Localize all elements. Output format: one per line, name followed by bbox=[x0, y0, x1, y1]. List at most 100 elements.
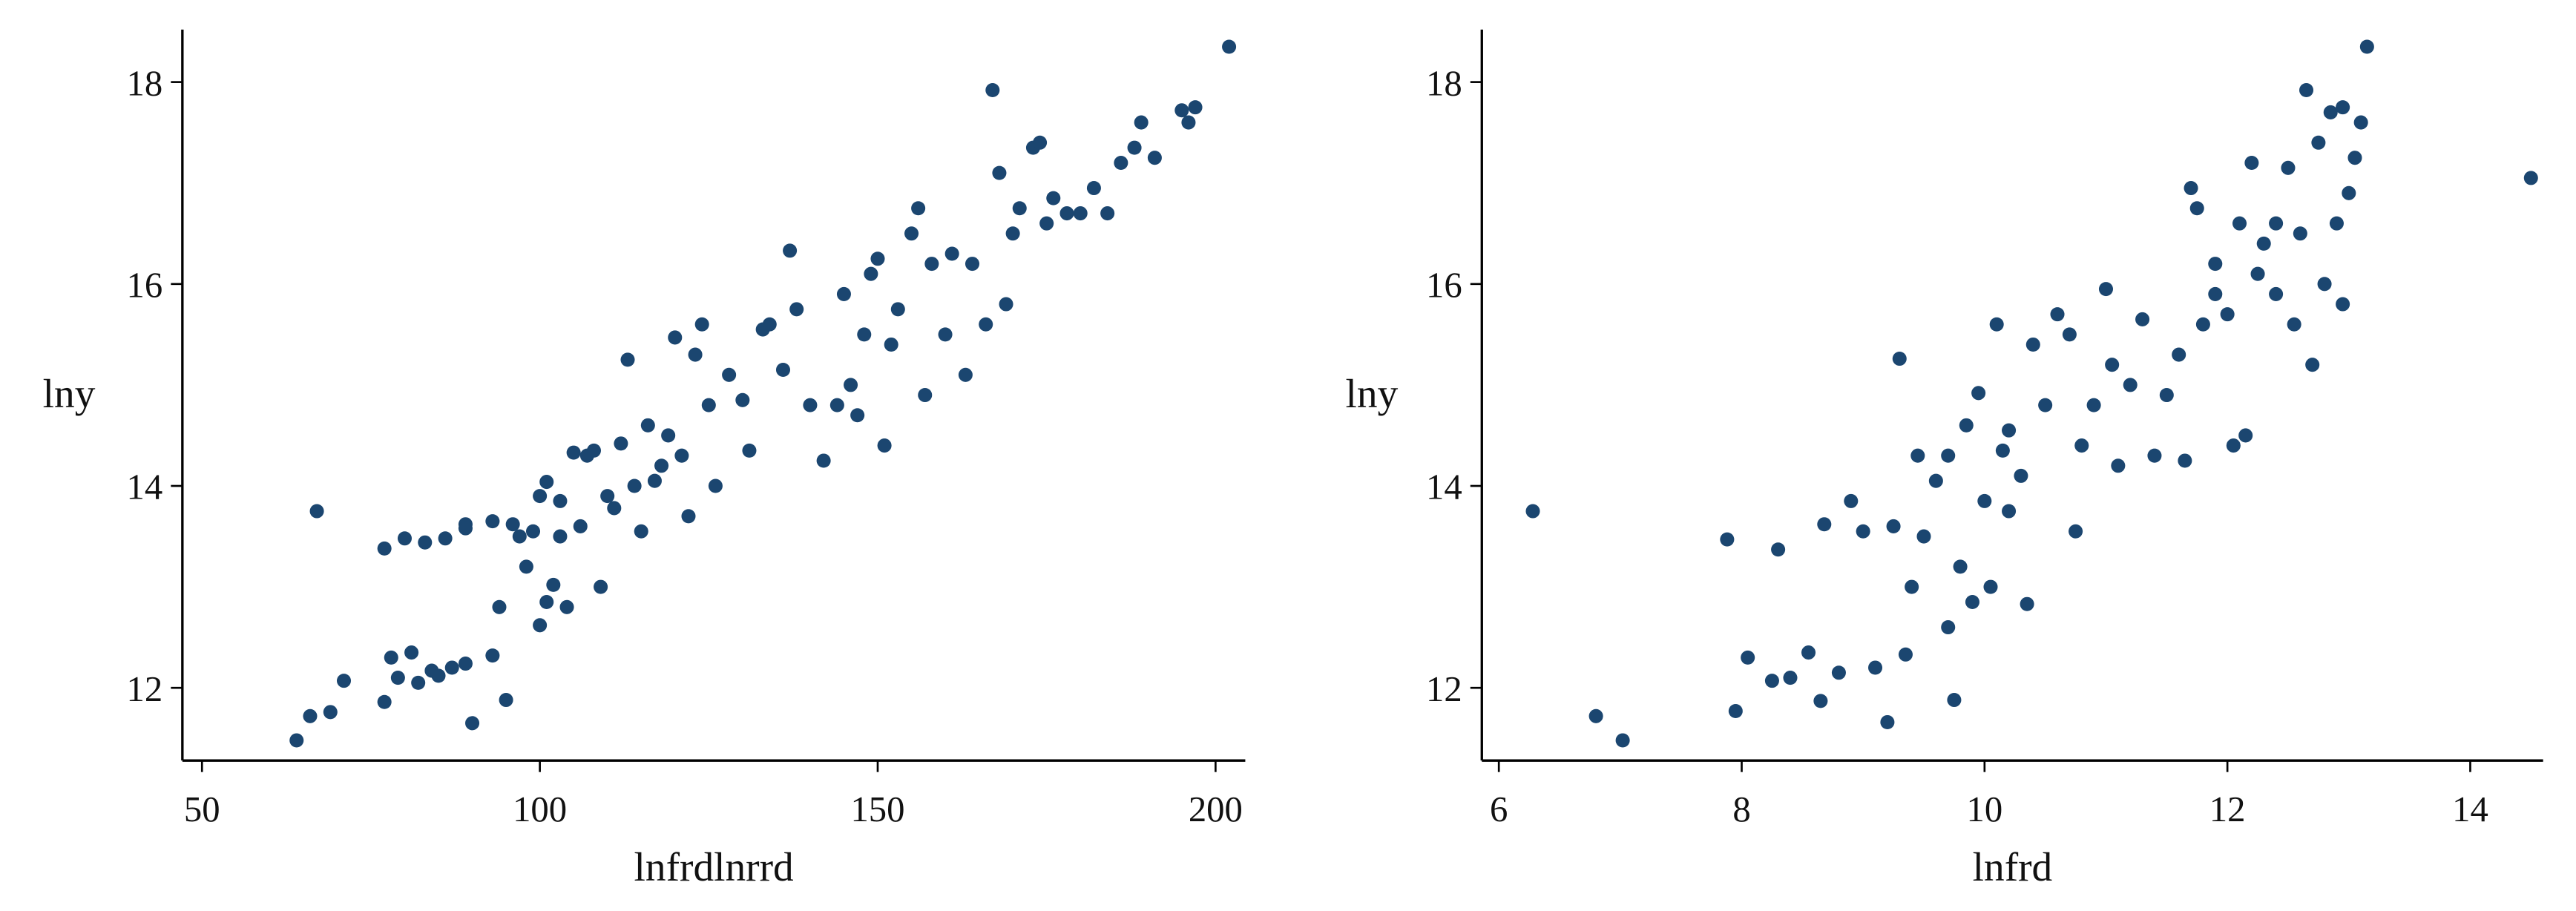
point bbox=[2208, 257, 2223, 272]
point bbox=[1916, 529, 1931, 544]
point bbox=[303, 708, 318, 723]
point bbox=[2336, 100, 2350, 115]
point bbox=[390, 671, 405, 685]
y-tick-label: 18 bbox=[127, 63, 163, 103]
point bbox=[553, 529, 568, 544]
point bbox=[694, 317, 709, 332]
point bbox=[499, 693, 513, 708]
point bbox=[519, 559, 533, 574]
y-axis-label: lny bbox=[1346, 371, 1399, 416]
point bbox=[1947, 693, 1962, 708]
point bbox=[884, 337, 898, 352]
point bbox=[2069, 524, 2083, 539]
point bbox=[1844, 493, 1859, 508]
point bbox=[2359, 39, 2374, 54]
y-tick-label: 16 bbox=[127, 266, 163, 306]
point bbox=[2269, 216, 2284, 231]
point bbox=[1525, 504, 1540, 519]
point bbox=[2098, 282, 2114, 297]
point bbox=[546, 577, 561, 592]
point bbox=[985, 82, 1000, 98]
point bbox=[857, 327, 872, 342]
point bbox=[2244, 155, 2259, 171]
point bbox=[2105, 358, 2120, 372]
point bbox=[2299, 82, 2314, 98]
point bbox=[573, 519, 588, 533]
point bbox=[2025, 337, 2040, 352]
point bbox=[289, 733, 304, 748]
point bbox=[1588, 708, 1603, 723]
point bbox=[735, 392, 750, 407]
point bbox=[2232, 216, 2247, 231]
point bbox=[654, 458, 669, 473]
point bbox=[2123, 378, 2138, 392]
point bbox=[492, 599, 507, 614]
point bbox=[1741, 650, 1755, 665]
point bbox=[918, 387, 933, 403]
point bbox=[1971, 386, 1986, 401]
point bbox=[336, 674, 352, 688]
point bbox=[539, 594, 554, 610]
point bbox=[783, 243, 798, 258]
point bbox=[377, 694, 392, 709]
point bbox=[836, 286, 851, 301]
point bbox=[1905, 579, 1919, 594]
point bbox=[2336, 297, 2350, 312]
point bbox=[1134, 115, 1149, 130]
point bbox=[965, 257, 980, 272]
point bbox=[586, 443, 601, 458]
y-tick-label: 12 bbox=[127, 669, 163, 709]
point bbox=[2002, 423, 2017, 438]
point bbox=[1959, 418, 1974, 433]
y-axis-label: lny bbox=[43, 371, 96, 416]
point bbox=[924, 257, 939, 272]
point bbox=[1100, 206, 1115, 221]
y-tick-label: 14 bbox=[1426, 467, 1462, 507]
point bbox=[2269, 286, 2284, 301]
point bbox=[1046, 191, 1061, 205]
point bbox=[2062, 327, 2077, 342]
point bbox=[397, 531, 412, 546]
point bbox=[938, 327, 953, 342]
y-tick-label: 18 bbox=[1426, 63, 1462, 103]
point bbox=[1928, 473, 1943, 488]
point bbox=[377, 541, 392, 556]
point bbox=[2323, 105, 2338, 119]
point bbox=[1989, 317, 2004, 332]
point bbox=[1856, 524, 1870, 539]
point bbox=[2074, 438, 2089, 453]
point bbox=[2293, 226, 2307, 241]
point bbox=[681, 509, 696, 524]
point bbox=[1174, 103, 1189, 118]
point bbox=[1114, 155, 1128, 171]
point bbox=[384, 650, 398, 665]
point bbox=[444, 660, 459, 675]
point bbox=[979, 317, 993, 332]
point bbox=[1817, 517, 1832, 532]
point bbox=[566, 445, 581, 460]
point bbox=[539, 475, 554, 490]
point bbox=[594, 579, 608, 594]
point bbox=[1720, 532, 1735, 547]
point bbox=[620, 352, 635, 367]
point bbox=[1941, 620, 1956, 635]
point bbox=[553, 493, 568, 508]
point bbox=[1033, 135, 1048, 150]
point bbox=[2111, 458, 2126, 473]
point bbox=[1073, 206, 1088, 221]
point bbox=[668, 330, 683, 345]
point bbox=[1995, 443, 2010, 458]
point bbox=[1012, 201, 1027, 216]
point bbox=[438, 531, 453, 546]
point bbox=[418, 535, 433, 550]
point bbox=[2189, 201, 2204, 216]
point bbox=[688, 347, 703, 362]
point bbox=[2523, 171, 2538, 185]
point bbox=[1801, 645, 1816, 660]
point bbox=[614, 436, 628, 451]
point bbox=[600, 489, 615, 504]
point bbox=[2220, 307, 2235, 322]
point bbox=[1127, 140, 1142, 155]
point bbox=[1181, 115, 1196, 130]
